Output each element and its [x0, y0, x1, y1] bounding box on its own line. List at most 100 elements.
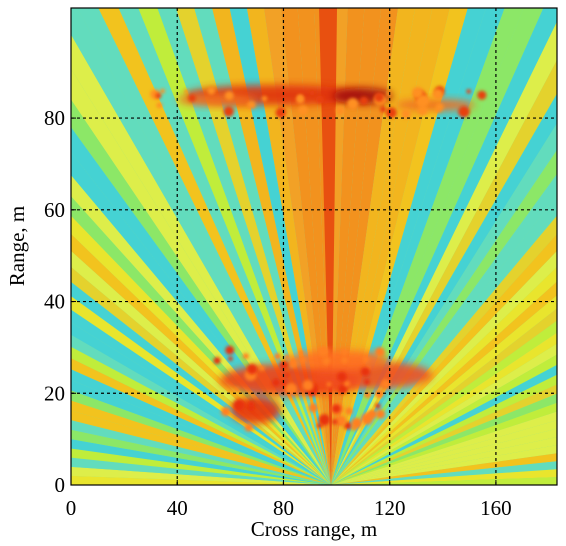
x-tick-label: 120: [374, 496, 406, 520]
speckle: [156, 102, 163, 109]
x-tick-label: 80: [273, 496, 294, 520]
ray: [71, 466, 332, 485]
speckle: [155, 93, 162, 99]
x-tick-label: 0: [66, 496, 77, 520]
speckle: [298, 105, 309, 116]
speckle: [223, 106, 234, 117]
speckle: [336, 371, 347, 382]
speckle: [335, 415, 347, 427]
speckle: [435, 107, 442, 114]
speckle: [184, 89, 189, 94]
speckle: [275, 107, 286, 118]
speckle: [213, 356, 221, 365]
ray: [331, 59, 557, 485]
speckle: [417, 105, 428, 116]
speckle: [247, 100, 256, 110]
speckle: [386, 91, 392, 97]
x-tick-label: 160: [480, 496, 512, 520]
speckle: [345, 407, 353, 415]
speckle: [366, 412, 374, 420]
ray: [71, 309, 332, 485]
ray: [71, 420, 332, 485]
speckle: [335, 105, 345, 115]
speckle: [379, 106, 387, 113]
speckle: [272, 378, 280, 387]
ray: [71, 457, 332, 485]
speckle: [261, 95, 268, 102]
speckle: [362, 356, 370, 363]
ray: [331, 234, 557, 485]
radar-image: [71, 8, 557, 485]
speckle: [338, 384, 348, 394]
ray: [331, 393, 557, 485]
ray: [246, 8, 332, 485]
ray: [331, 402, 557, 485]
ray: [331, 477, 557, 485]
hot-spot: [288, 350, 389, 370]
ray: [331, 308, 557, 485]
ray: [331, 281, 557, 485]
ray: [331, 428, 557, 485]
ray: [331, 195, 557, 485]
speckle: [279, 360, 289, 370]
ray: [331, 295, 557, 485]
ray: [331, 364, 557, 485]
ray: [71, 127, 332, 485]
hot-spot: [176, 94, 257, 106]
speckle: [326, 382, 332, 387]
ray: [331, 123, 557, 485]
y-axis-label: Range, m: [5, 206, 29, 286]
ray: [71, 439, 332, 485]
speckle: [341, 356, 348, 364]
speckle: [225, 345, 235, 355]
ray: [331, 420, 557, 485]
speckle: [282, 381, 287, 386]
speckle: [344, 421, 352, 430]
y-tick-label: 60: [44, 198, 65, 222]
speckle: [331, 419, 338, 425]
speckle: [360, 366, 371, 377]
ray: [331, 320, 557, 485]
speckle: [375, 409, 386, 419]
speckle: [246, 363, 258, 375]
speckle: [309, 90, 315, 96]
speckle: [296, 95, 305, 104]
speckle: [341, 348, 348, 356]
speckle: [331, 404, 341, 414]
speckle: [300, 356, 307, 363]
ray: [71, 475, 332, 485]
speckle: [224, 91, 234, 101]
speckle: [244, 423, 254, 432]
speckle: [234, 387, 239, 392]
speckle: [322, 356, 331, 365]
ray: [331, 343, 557, 485]
speckle: [285, 373, 290, 378]
ray: [71, 334, 332, 485]
ray: [194, 8, 332, 485]
speckle: [351, 425, 357, 431]
ray: [331, 354, 557, 485]
ray: [331, 266, 557, 485]
ray: [331, 384, 557, 485]
speckle: [228, 356, 233, 361]
speckle: [274, 352, 282, 360]
speckle: [401, 109, 411, 119]
ray: [331, 453, 557, 485]
speckle: [375, 403, 381, 409]
speckle: [477, 90, 487, 100]
ray: [280, 8, 332, 485]
ray: [331, 173, 557, 485]
x-axis-label: Cross range, m: [251, 517, 378, 541]
ray: [71, 379, 332, 485]
speckle: [288, 358, 298, 368]
ray: [71, 346, 332, 485]
ray: [331, 250, 557, 485]
speckle: [284, 354, 291, 361]
speckle: [318, 414, 331, 426]
speckle: [302, 379, 314, 391]
speckle: [318, 346, 329, 357]
speckle: [374, 92, 384, 102]
y-tick-label: 80: [44, 106, 65, 130]
ray: [331, 436, 557, 485]
speckle: [233, 399, 245, 411]
